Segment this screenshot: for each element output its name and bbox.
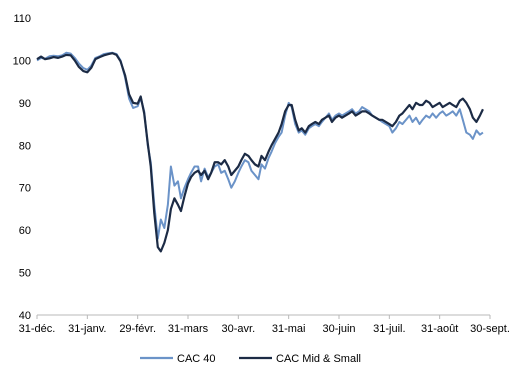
y-tick-label: 50 [19,268,31,280]
x-tick-label: 31-janv. [68,323,106,335]
legend-label-cac-mid-small: CAC Mid & Small [276,353,361,365]
series-line-cac-mid-small [36,52,484,253]
x-tick-label: 30-sept. [470,323,510,335]
legend-item-cac-40: CAC 40 [140,353,216,365]
chart-legend: CAC 40 CAC Mid & Small [140,353,361,365]
x-tick-label: 31-déc. [19,323,56,335]
x-tick-label: 31-juil. [373,323,405,335]
series-lines [36,51,484,253]
y-tick-label: 110 [13,13,31,25]
y-tick-label: 90 [19,98,31,110]
x-tick-label: 31-mars [168,323,209,335]
x-axis-ticks: 31-déc. 31-janv. 29-févr. 31-mars 30-avr. 31-… [19,315,510,335]
y-tick-label: 40 [19,310,31,322]
x-tick-label: 31-mai [272,323,306,335]
series-line-cac-40 [36,51,484,240]
y-tick-label: 80 [19,140,31,152]
x-tick-label: 29-févr. [119,323,156,335]
y-axis-ticks: 40 50 60 70 80 90 100 110 [13,13,31,322]
x-tick-label: 31-août [421,323,458,335]
y-tick-label: 70 [19,183,31,195]
x-tick-label: 30-avr. [222,323,256,335]
legend-item-cac-mid-small: CAC Mid & Small [239,353,361,365]
y-tick-label: 100 [13,55,31,67]
y-tick-label: 60 [19,225,31,237]
legend-label-cac-40: CAC 40 [177,353,216,365]
x-tick-label: 30-juin [322,323,355,335]
